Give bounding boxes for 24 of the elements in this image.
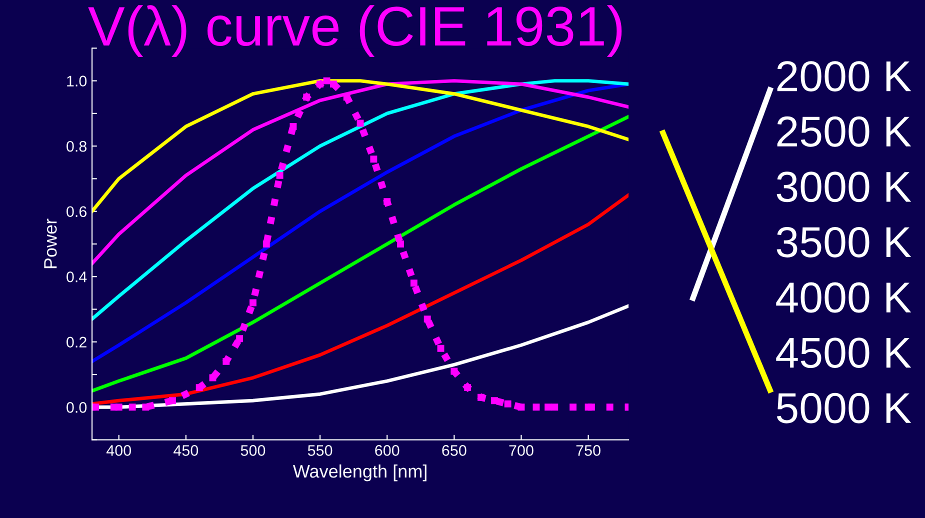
text: 5000 K <box>776 392 912 424</box>
text: 3500 K <box>776 226 912 258</box>
x-tick-label: 700 <box>509 445 534 456</box>
text: 2000 K <box>777 61 912 92</box>
text: 4500 K <box>776 338 912 368</box>
y-tick-label: 0.6 <box>66 206 87 218</box>
x-tick-label: 650 <box>442 445 466 456</box>
y-tick-label: 0.4 <box>66 271 87 282</box>
y-tick-label: 0.8 <box>66 140 87 152</box>
x-tick-label: 550 <box>308 445 332 456</box>
text: 2500 K <box>777 116 912 147</box>
x-tick-label: 500 <box>240 445 266 456</box>
y-tick-label: 1.0 <box>67 76 87 86</box>
x-tick-label: 400 <box>106 445 132 456</box>
x-tick-label: 450 <box>174 445 198 456</box>
y-tick-label: 0.2 <box>66 336 86 348</box>
x-tick-label: 600 <box>375 445 400 456</box>
y-axis-title: Power <box>44 218 57 268</box>
y-tick-label: 0.0 <box>66 402 87 413</box>
text: 4000 K <box>776 282 912 313</box>
chart-title: V(λ) curve (CIE 1931) <box>88 5 622 57</box>
x-tick-label: 750 <box>576 445 600 456</box>
x-axis-title: Wavelength [nm] <box>292 464 426 482</box>
text: 3000 K <box>776 172 912 202</box>
